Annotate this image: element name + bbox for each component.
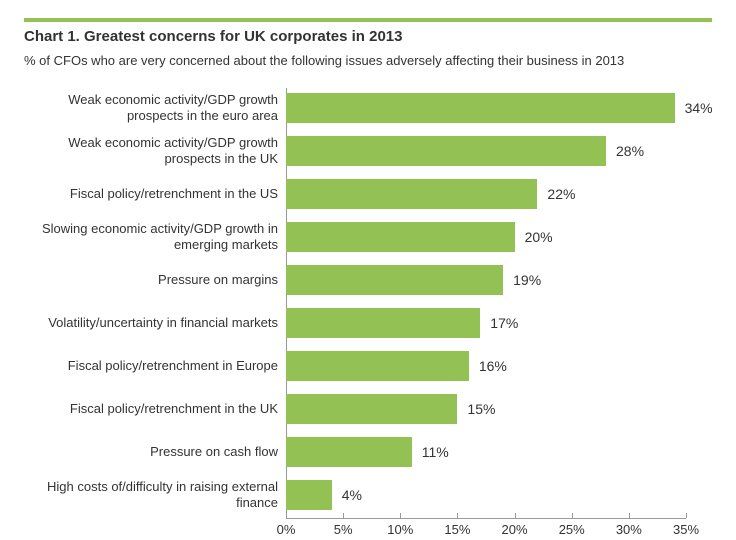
bar-value: 22% [547,186,575,202]
bar-label: Fiscal policy/retrenchment in Europe [24,358,286,374]
bar-value: 17% [490,315,518,331]
bar-label: Weak economic activity/GDP growth prospe… [24,135,286,168]
bar-label: Fiscal policy/retrenchment in the US [24,186,286,202]
bar-row: Fiscal policy/retrenchment in Europe16% [24,346,712,386]
x-tick-mark [343,513,344,518]
bar-label: Slowing economic activity/GDP growth in … [24,221,286,254]
bar-value: 19% [513,272,541,288]
x-tick-label: 15% [444,522,470,537]
x-tick-mark [457,513,458,518]
bar-container: 16% [286,346,712,386]
bar: 16% [286,351,469,381]
bar-row: Pressure on cash flow11% [24,432,712,472]
bars-container: Weak economic activity/GDP growth prospe… [24,88,712,515]
bar-container: 4% [286,475,712,515]
bar-row: Weak economic activity/GDP growth prospe… [24,88,712,128]
bar-row: Slowing economic activity/GDP growth in … [24,217,712,257]
bar-container: 20% [286,217,712,257]
chart-subtitle: % of CFOs who are very concerned about t… [24,53,712,68]
bar-value: 34% [685,100,713,116]
chart-area: Weak economic activity/GDP growth prospe… [24,88,712,540]
bar: 11% [286,437,412,467]
bar: 15% [286,394,457,424]
bar-row: Volatility/uncertainty in financial mark… [24,303,712,343]
x-tick-mark [515,513,516,518]
x-tick-mark [400,513,401,518]
bar: 34% [286,93,675,123]
bar-row: Fiscal policy/retrenchment in the US22% [24,174,712,214]
bar-value: 15% [467,401,495,417]
x-tick-label: 10% [387,522,413,537]
bar: 19% [286,265,503,295]
bar-container: 17% [286,303,712,343]
bar: 20% [286,222,515,252]
x-tick-label: 30% [616,522,642,537]
bar-row: Pressure on margins19% [24,260,712,300]
bar: 17% [286,308,480,338]
bar-label: Volatility/uncertainty in financial mark… [24,315,286,331]
bar-value: 4% [342,487,362,503]
x-tick-label: 0% [277,522,296,537]
bar-container: 11% [286,432,712,472]
bar-container: 28% [286,131,712,171]
bar-label: Pressure on cash flow [24,444,286,460]
bar-container: 34% [286,88,712,128]
bar: 22% [286,179,537,209]
bar: 4% [286,480,332,510]
bar-container: 15% [286,389,712,429]
x-tick-label: 35% [673,522,699,537]
bar-label: High costs of/difficulty in raising exte… [24,479,286,512]
bar-row: High costs of/difficulty in raising exte… [24,475,712,515]
x-tick-mark [629,513,630,518]
x-tick-mark [572,513,573,518]
bar-label: Weak economic activity/GDP growth prospe… [24,92,286,125]
bar-container: 22% [286,174,712,214]
x-tick-label: 20% [502,522,528,537]
bar-row: Weak economic activity/GDP growth prospe… [24,131,712,171]
bar-value: 28% [616,143,644,159]
bar: 28% [286,136,606,166]
bar-value: 16% [479,358,507,374]
bar-row: Fiscal policy/retrenchment in the UK15% [24,389,712,429]
bar-label: Fiscal policy/retrenchment in the UK [24,401,286,417]
bar-container: 19% [286,260,712,300]
bar-value: 20% [525,229,553,245]
x-tick-mark [686,513,687,518]
chart-title: Chart 1. Greatest concerns for UK corpor… [24,18,712,45]
x-tick-label: 5% [334,522,353,537]
bar-label: Pressure on margins [24,272,286,288]
x-axis: 0%5%10%15%20%25%30%35% [286,518,686,540]
x-tick-label: 25% [559,522,585,537]
bar-value: 11% [422,444,449,460]
x-tick-mark [286,513,287,518]
